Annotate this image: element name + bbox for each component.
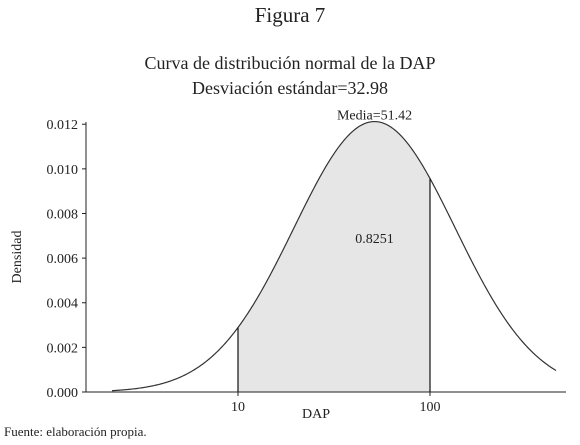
y-tick-label: 0.000 <box>47 386 79 401</box>
axis-layer <box>82 122 566 396</box>
y-tick-label: 0.006 <box>47 252 79 267</box>
curve-layer <box>111 120 557 392</box>
y-tick-label: 0.012 <box>47 118 79 133</box>
mean-label: Media=51.42 <box>337 109 412 124</box>
x-tick-label: 100 <box>420 400 441 415</box>
label-layer: 0.000 0.002 0.004 0.006 0.008 0.010 0.012 10 100… <box>10 109 441 422</box>
shaded-area-layer <box>238 121 430 392</box>
y-axis-title: Densidad <box>10 231 25 284</box>
x-tick-label: 10 <box>231 400 245 415</box>
x-axis-title: DAP <box>302 407 330 422</box>
shaded-area <box>238 121 430 392</box>
chart-subtitle: Desviación estándar=32.98 <box>191 78 389 98</box>
chart-title: Curva de distribución normal de la DAP <box>144 53 436 73</box>
y-tick-label: 0.002 <box>47 341 79 356</box>
density-curve <box>111 120 557 392</box>
y-tick-label: 0.008 <box>47 207 79 222</box>
y-tick-label: 0.010 <box>47 163 79 178</box>
shaded-area-label: 0.8251 <box>355 232 394 247</box>
y-tick-label: 0.004 <box>47 297 79 312</box>
source-note: Fuente: elaboración propia. <box>4 424 147 439</box>
figure-label: Figura 7 <box>254 3 326 27</box>
